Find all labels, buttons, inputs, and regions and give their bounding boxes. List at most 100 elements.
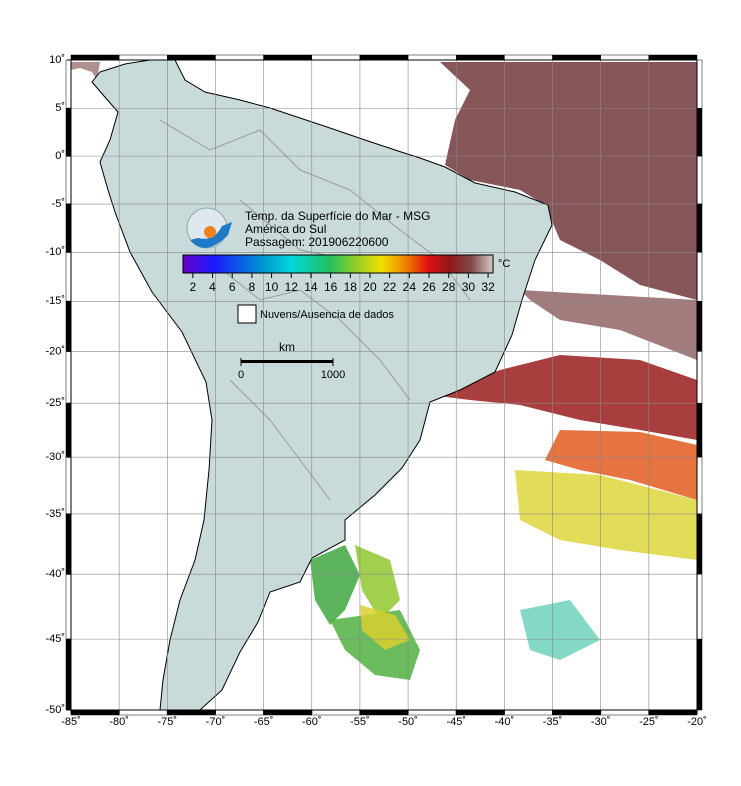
lon-tick-label: -65˚ xyxy=(254,716,274,728)
logo-swoosh xyxy=(190,222,232,248)
lat-tick-label: -50˚ xyxy=(45,704,65,716)
title-line: Passagem: 201906220600 xyxy=(245,235,389,249)
colorbar-tick-label: 26 xyxy=(422,280,436,294)
logo-sun xyxy=(204,226,216,238)
frame-segment xyxy=(696,59,703,109)
sst-green-region xyxy=(310,545,360,625)
frame-segment xyxy=(359,54,409,61)
lat-tick-label: 5˚ xyxy=(55,102,65,114)
scalebar: 0 1000 xyxy=(238,358,345,381)
colorbar-tick-label: 20 xyxy=(363,280,377,294)
frame-border xyxy=(70,59,698,711)
frame-segment xyxy=(359,709,409,716)
colorbar-tick-label: 8 xyxy=(249,280,256,294)
colorbar-tick-label: 28 xyxy=(442,280,456,294)
frame-segment xyxy=(600,54,650,61)
frame-segment xyxy=(696,252,703,302)
colorbar-tick-label: 32 xyxy=(481,280,495,294)
frame-segment xyxy=(455,54,505,61)
lon-tick-label: -70˚ xyxy=(206,716,226,728)
frame-segment xyxy=(65,59,72,109)
frame-segment xyxy=(696,456,703,515)
sst-yellow-region xyxy=(360,605,410,650)
lon-tick-label: -35˚ xyxy=(543,716,563,728)
lon-tick-label: -50˚ xyxy=(398,716,418,728)
title-block: Temp. da Superfície do Mar - MSGAmérica … xyxy=(245,209,430,249)
lon-tick-label: -40˚ xyxy=(495,716,515,728)
colorbar-tick-label: 18 xyxy=(344,280,358,294)
frame-segment xyxy=(215,709,264,716)
colorbar-tick-label: 10 xyxy=(265,280,279,294)
frame-segment xyxy=(118,709,168,716)
scalebar-unit: km xyxy=(279,340,295,354)
frame-segment xyxy=(504,54,553,61)
colorbar-tick-label: 2 xyxy=(189,280,196,294)
frame-segment xyxy=(648,709,698,716)
lat-tick-label: -10˚ xyxy=(45,246,65,258)
frame-segment xyxy=(552,709,601,716)
scalebar-bar xyxy=(241,360,333,363)
colorbar-ticks: 2 4 6 8 10 12 14 16 18 20 22 24 26 28 30 32 xyxy=(189,273,495,294)
lon-tick-label: -75˚ xyxy=(158,716,178,728)
colorbar xyxy=(182,254,494,274)
axis-labels: -85˚ -80˚ -75˚ -70˚ -65˚ -60˚ -55˚ -50˚ -45˚ -40˚… xyxy=(45,54,706,728)
sst-pacific-region xyxy=(71,62,100,80)
frame-segment xyxy=(696,351,703,404)
frame-segment xyxy=(696,155,703,205)
lat-tick-label: -35˚ xyxy=(45,508,65,520)
frame-segment xyxy=(70,54,120,61)
logo xyxy=(186,207,232,249)
frame-segment xyxy=(648,54,698,61)
frame-segment xyxy=(70,709,120,716)
lon-tick-label: -20˚ xyxy=(687,716,707,728)
frame-segment xyxy=(407,709,457,716)
frame-segment xyxy=(65,573,72,640)
colorbar-unit: °C xyxy=(498,258,510,270)
frame-segment xyxy=(696,108,703,157)
colorbar-tick-label: 30 xyxy=(462,280,476,294)
frame-segment xyxy=(65,108,72,157)
frame-segment xyxy=(167,54,216,61)
legend-swatch xyxy=(237,304,257,324)
frame-segment xyxy=(65,351,72,404)
lon-tick-label: -60˚ xyxy=(302,716,322,728)
frame-segment xyxy=(696,573,703,640)
lon-tick-label: -30˚ xyxy=(591,716,611,728)
colorbar-tick-label: 16 xyxy=(324,280,338,294)
frame-segment xyxy=(65,456,72,515)
frame-segment xyxy=(65,513,72,575)
frame-segment xyxy=(65,301,72,352)
lon-tick-label: -55˚ xyxy=(350,716,370,728)
colorbar-tick-label: 24 xyxy=(403,280,417,294)
title-line: Temp. da Superfície do Mar - MSG xyxy=(245,209,430,223)
frame-segment xyxy=(118,54,168,61)
frame-segment xyxy=(455,709,505,716)
frame-segment xyxy=(600,709,650,716)
lat-tick-label: 0˚ xyxy=(55,150,65,162)
frame-segment xyxy=(311,54,361,61)
frame-segment xyxy=(696,638,703,711)
lat-tick-label: -15˚ xyxy=(45,295,65,307)
sst-field xyxy=(71,62,697,680)
country-borders xyxy=(159,119,471,501)
colorbar-tick-label: 14 xyxy=(304,280,318,294)
lat-tick-label: -30˚ xyxy=(45,451,65,463)
scalebar-label: 1000 xyxy=(321,369,345,381)
legend-label: Nuvens/Ausencia de dados xyxy=(260,309,394,321)
grid xyxy=(71,60,697,710)
colorbar-tick-label: 12 xyxy=(285,280,299,294)
sst-green-region xyxy=(355,545,400,620)
colorbar-tick-label: 4 xyxy=(209,280,216,294)
frame-segment xyxy=(696,301,703,352)
lat-tick-label: -25˚ xyxy=(45,397,65,409)
lat-tick-label: -45˚ xyxy=(45,633,65,645)
frame-segment xyxy=(696,513,703,575)
frame-segment xyxy=(504,709,553,716)
lon-tick-label: -45˚ xyxy=(446,716,466,728)
colorbar-tick-label: 6 xyxy=(229,280,236,294)
lon-tick-label: -80˚ xyxy=(109,716,129,728)
frame-segment xyxy=(65,203,72,253)
sst-red-region xyxy=(430,355,697,440)
sst-orange-region xyxy=(545,430,697,500)
